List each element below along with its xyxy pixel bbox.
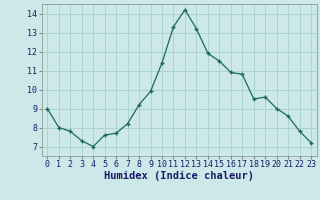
X-axis label: Humidex (Indice chaleur): Humidex (Indice chaleur) [104, 171, 254, 181]
